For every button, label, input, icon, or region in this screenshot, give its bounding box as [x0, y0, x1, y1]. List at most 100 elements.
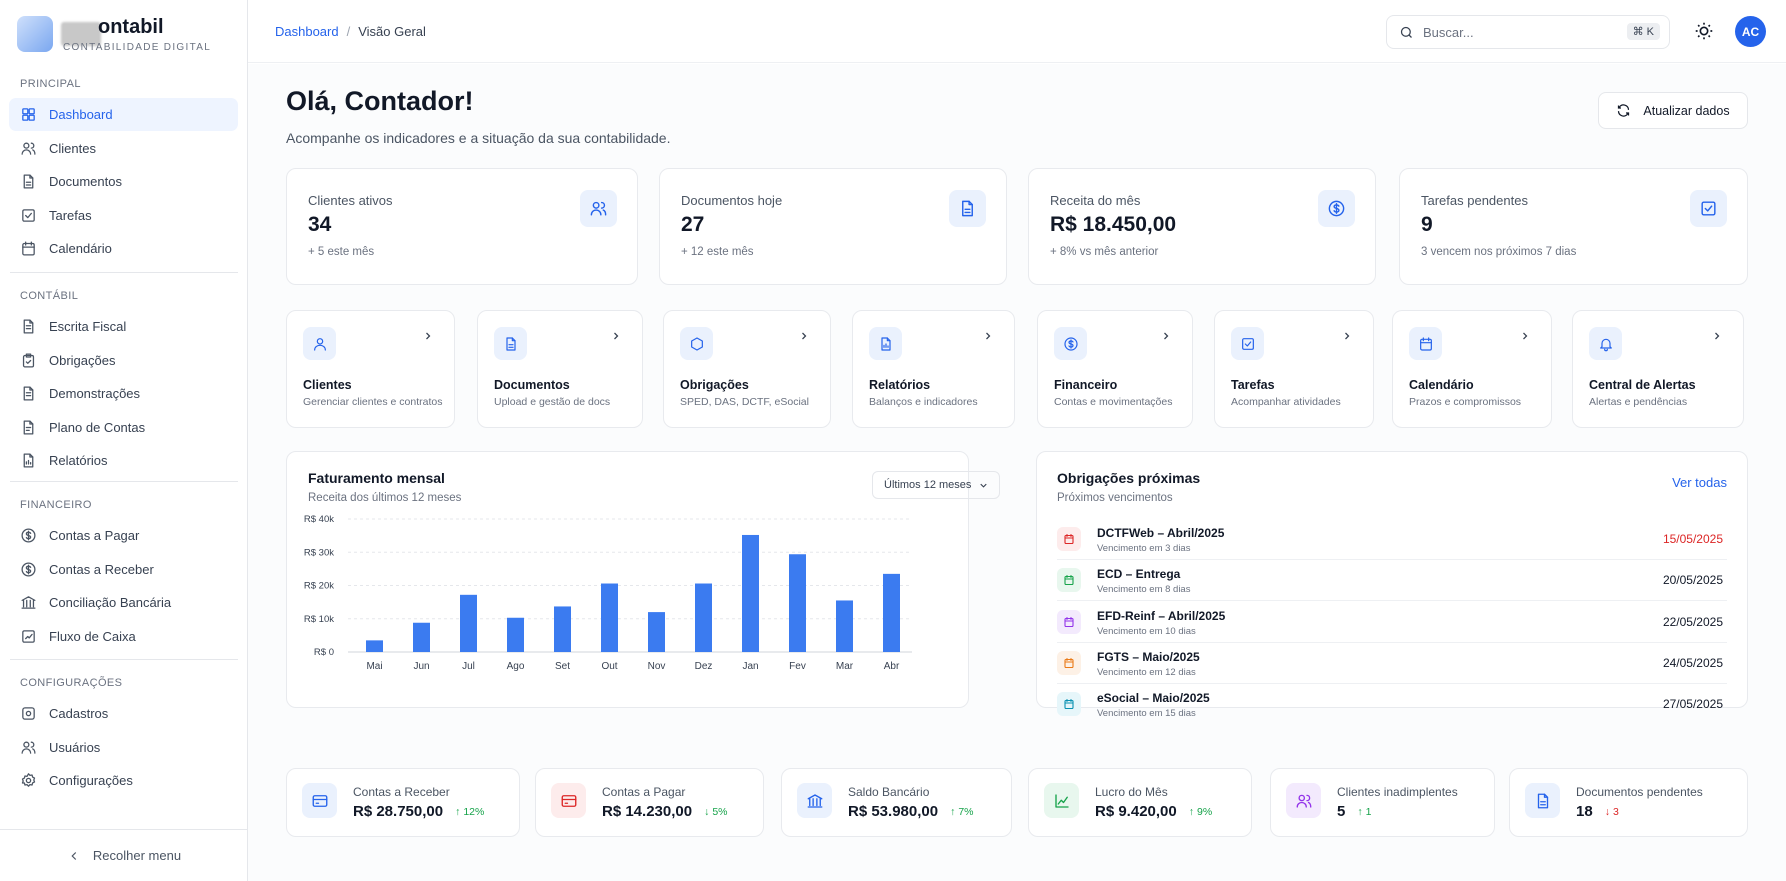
- nav-section-title: CONTÁBIL: [20, 290, 79, 302]
- sidebar-item-calend-rio[interactable]: Calendário: [9, 232, 238, 265]
- stat-card[interactable]: Tarefas pendentes 9 3 vencem nos próximo…: [1399, 168, 1748, 285]
- database-icon: [22, 707, 35, 720]
- refresh-data-button[interactable]: Atualizar dados: [1598, 92, 1748, 129]
- obligation-row[interactable]: DCTFWeb – Abril/2025 Vencimento em 3 dia…: [1057, 519, 1727, 560]
- clipboard-check-icon: [22, 353, 35, 368]
- sidebar-item-label: Cadastros: [49, 706, 109, 721]
- sidebar-item-fluxo-de-caixa[interactable]: Fluxo de Caixa: [9, 620, 238, 653]
- x-tick-label: Jan: [742, 661, 758, 672]
- sidebar-item-plano-de-contas[interactable]: Plano de Contas: [9, 411, 238, 444]
- finance-delta: ↑ 1: [1357, 806, 1371, 818]
- quick-action-obriga-es[interactable]: Obrigações SPED, DAS, DCTF, eSocial: [663, 310, 831, 428]
- collapse-menu-button[interactable]: Recolher menu: [0, 829, 248, 881]
- chart-icon: [1054, 793, 1069, 808]
- sidebar-item-label: Clientes: [49, 140, 96, 156]
- users-icon: [21, 142, 36, 155]
- stat-card[interactable]: Clientes ativos 34 + 5 este mês: [286, 168, 638, 285]
- quick-action-clientes[interactable]: Clientes Gerenciar clientes e contratos: [286, 310, 455, 428]
- chart-bar[interactable]: [742, 534, 759, 652]
- view-all-obligations-link[interactable]: Ver todas: [1672, 475, 1727, 490]
- y-tick-label: R$ 0: [314, 647, 334, 658]
- chevron-right-icon: [1164, 332, 1169, 340]
- obligation-row[interactable]: FGTS – Maio/2025 Vencimento em 12 dias 2…: [1057, 643, 1727, 684]
- x-tick-label: Jun: [413, 661, 429, 672]
- sidebar-item-dashboard[interactable]: Dashboard: [9, 98, 238, 131]
- finance-icon-box: [1286, 783, 1321, 818]
- obligation-row[interactable]: ECD – Entrega Vencimento em 8 dias 20/05…: [1057, 560, 1727, 602]
- chart-bar[interactable]: [601, 583, 618, 652]
- finance-card[interactable]: Lucro do Mês R$ 9.420,00 ↑ 9%: [1028, 768, 1252, 837]
- chart-bar[interactable]: [836, 600, 853, 652]
- sidebar-item-relat-rios[interactable]: Relatórios: [9, 444, 238, 477]
- sidebar-item-label: Escrita Fiscal: [49, 319, 127, 334]
- chart-bar[interactable]: [413, 622, 430, 652]
- sidebar-item-documentos[interactable]: Documentos: [9, 165, 238, 198]
- y-tick-label: R$ 40k: [304, 514, 334, 525]
- arrow-down-icon: ↓: [1604, 805, 1610, 818]
- quick-action-central-de-alertas[interactable]: Central de Alertas Alertas e pendências: [1572, 310, 1744, 428]
- obligation-due-text: Vencimento em 3 dias: [1097, 543, 1191, 554]
- chart-bar[interactable]: [460, 594, 477, 652]
- chart-bar[interactable]: [789, 554, 806, 652]
- range-select[interactable]: Últimos 12 meses: [872, 471, 1000, 499]
- x-tick-label: Mar: [836, 661, 854, 672]
- stat-card[interactable]: Documentos hoje 27 + 12 este mês: [659, 168, 1007, 285]
- chart-bar[interactable]: [507, 617, 524, 652]
- arrow-up-icon: ↑: [1357, 805, 1363, 818]
- logo-mark: [17, 16, 53, 52]
- file-icon: [1537, 793, 1548, 808]
- sidebar-item-contas-a-receber[interactable]: Contas a Receber: [9, 553, 238, 586]
- chart-bar[interactable]: [695, 583, 712, 652]
- finance-card[interactable]: Saldo Bancário R$ 53.980,00 ↑ 7%: [781, 768, 1012, 837]
- chart-bar[interactable]: [883, 573, 900, 652]
- sidebar-item-label: Documentos: [49, 174, 122, 190]
- sidebar-item-tarefas[interactable]: Tarefas: [9, 199, 238, 232]
- chart-bar[interactable]: [366, 640, 383, 652]
- sidebar-item-clientes[interactable]: Clientes: [9, 132, 238, 165]
- finance-card[interactable]: Contas a Pagar R$ 14.230,00 ↓ 5%: [535, 768, 764, 837]
- sidebar-item-contas-a-pagar[interactable]: Contas a Pagar: [9, 519, 238, 552]
- sidebar-item-label: Usuários: [49, 739, 101, 755]
- chevron-right-icon: [1715, 332, 1720, 340]
- chart-title: Faturamento mensal: [308, 470, 445, 486]
- stat-card[interactable]: Receita do mês R$ 18.450,00 + 8% vs mês …: [1028, 168, 1376, 285]
- sidebar-item-concilia-o-banc-ria[interactable]: Conciliação Bancária: [9, 586, 238, 619]
- quick-action-description: Upload e gestão de docs: [494, 396, 611, 408]
- sun-icon[interactable]: [1693, 20, 1715, 42]
- sidebar-item-usu-rios[interactable]: Usuários: [9, 731, 238, 764]
- finance-card[interactable]: Contas a Receber R$ 28.750,00 ↑ 12%: [286, 768, 520, 837]
- sidebar-item-escrita-fiscal[interactable]: Escrita Fiscal: [9, 310, 238, 343]
- breadcrumb-root-link[interactable]: Dashboard: [275, 24, 339, 39]
- finance-value-row: R$ 9.420,00 ↑ 9%: [1095, 803, 1212, 820]
- avatar[interactable]: AC: [1735, 16, 1766, 47]
- finance-card[interactable]: Documentos pendentes 18 ↓ 3: [1509, 768, 1748, 837]
- sidebar-item-obriga-es[interactable]: Obrigações: [9, 344, 238, 377]
- quick-action-tarefas[interactable]: Tarefas Acompanhar atividades: [1214, 310, 1374, 428]
- sidebar-item-label: Fluxo de Caixa: [49, 628, 136, 644]
- obligation-row[interactable]: eSocial – Maio/2025 Vencimento em 15 dia…: [1057, 684, 1727, 725]
- quick-action-relat-rios[interactable]: Relatórios Balanços e indicadores: [852, 310, 1015, 428]
- sidebar-item-label: Demonstrações: [49, 386, 141, 402]
- stat-value: 27: [681, 213, 705, 236]
- breadcrumb: Dashboard / Visão Geral: [275, 24, 426, 39]
- chart-bar[interactable]: [554, 606, 571, 652]
- quick-action-calend-rio[interactable]: Calendário Prazos e compromissos: [1392, 310, 1552, 428]
- obligation-due-text: Vencimento em 8 dias: [1097, 584, 1191, 596]
- sidebar-item-demonstra-es[interactable]: Demonstrações: [9, 377, 238, 410]
- x-tick-label: Set: [555, 661, 570, 672]
- user-icon: [313, 337, 326, 351]
- finance-card[interactable]: Clientes inadimplentes 5 ↑ 1: [1270, 768, 1495, 837]
- search-input[interactable]: Buscar... ⌘ K: [1386, 15, 1670, 49]
- obligation-row[interactable]: EFD-Reinf – Abril/2025 Vencimento em 10 …: [1057, 602, 1727, 643]
- sidebar-item-cadastros[interactable]: Cadastros: [9, 697, 238, 730]
- chevron-right-icon: [986, 332, 991, 340]
- quick-action-documentos[interactable]: Documentos Upload e gestão de docs: [477, 310, 643, 428]
- obligations-subtitle: Próximos vencimentos: [1057, 492, 1173, 504]
- finance-delta-value: 12%: [463, 805, 485, 818]
- stat-icon-box: [949, 190, 986, 227]
- logo[interactable]: ontabil CONTABILIDADE DIGITAL: [17, 14, 210, 54]
- chart-bar[interactable]: [648, 612, 665, 652]
- quick-action-financeiro[interactable]: Financeiro Contas e movimentações: [1037, 310, 1193, 428]
- sidebar-item-configura-es[interactable]: Configurações: [9, 764, 238, 797]
- check-square-icon: [1241, 337, 1254, 350]
